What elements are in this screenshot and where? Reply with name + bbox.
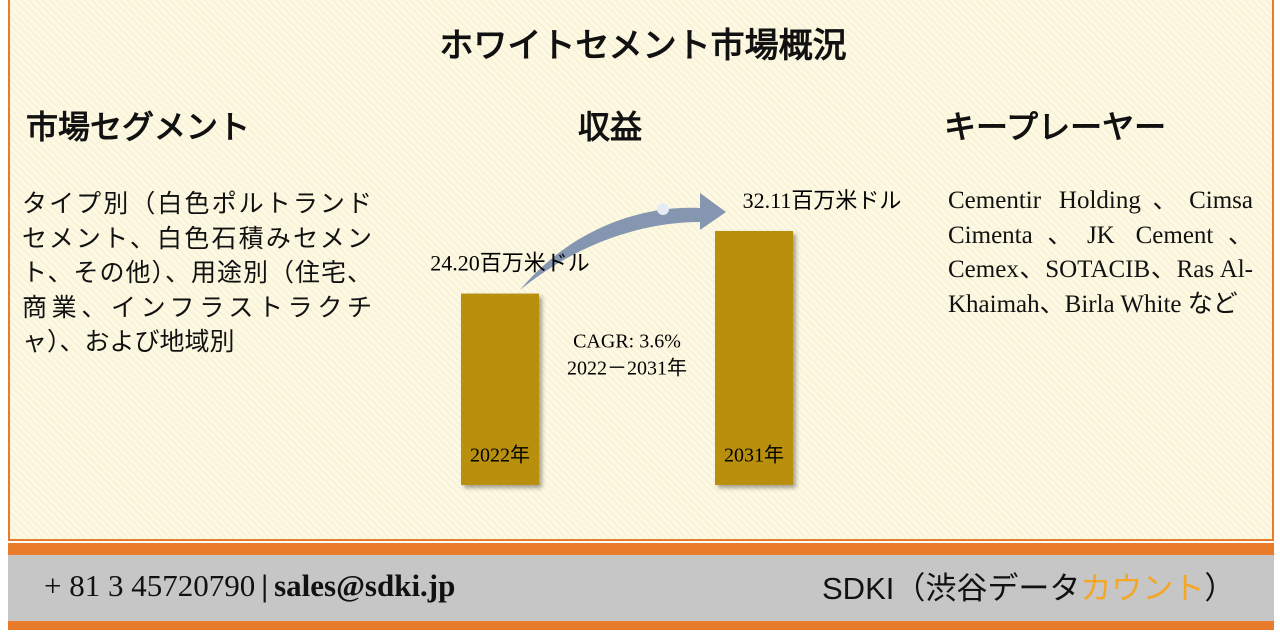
footer-stripe: [8, 543, 1274, 555]
segments-text: タイプ別（白色ポルトランドセメント、白色石積みセメント、その他）、用途別（住宅、…: [22, 191, 372, 356]
category-label: 2031年: [724, 444, 784, 467]
bar: [715, 231, 793, 485]
company-end: ）: [1204, 571, 1236, 606]
chart: 2022年 24.20百万米ドル 2031年 32.11百万米ドル CAGR: 3.6%…: [430, 188, 902, 485]
growth-arrow: [520, 193, 726, 290]
players-text: Cementir Holding、Cimsa Cimenta、JK Cement…: [948, 187, 1253, 318]
separator: |: [261, 568, 269, 603]
footer-bar: [8, 555, 1274, 621]
arrow-dot: [657, 203, 669, 215]
segments-heading: 市場セグメント: [26, 109, 251, 145]
chart-title: 収益: [578, 109, 643, 145]
company-highlight: カウント: [1080, 571, 1205, 606]
cagr-annotation: CAGR: 3.6%: [573, 331, 681, 353]
company: SDKI（渋谷データカウント）: [822, 563, 1235, 608]
players-heading: キープレーヤー: [944, 109, 1167, 145]
phone: + 81 3 45720790: [44, 568, 256, 603]
page-title: ホワイトセメント市場概況: [439, 28, 847, 65]
value-label: 24.20百万米ドル: [430, 251, 590, 276]
footer-stripe: [8, 621, 1274, 630]
company-name: SDKI（渋谷データ: [822, 571, 1081, 606]
contact: + 81 3 45720790 | sales@sdki.jp: [44, 568, 455, 604]
bar: [461, 293, 539, 485]
email: sales@sdki.jp: [274, 568, 456, 603]
value-label: 32.11百万米ドル: [743, 188, 902, 213]
category-label: 2022年: [470, 444, 530, 467]
cagr-annotation: 2022－2031年: [567, 357, 687, 380]
main-panel: ホワイトセメント市場概況 市場セグメント 収益 キープレーヤー タイプ別（白色ポ…: [8, 0, 1274, 541]
